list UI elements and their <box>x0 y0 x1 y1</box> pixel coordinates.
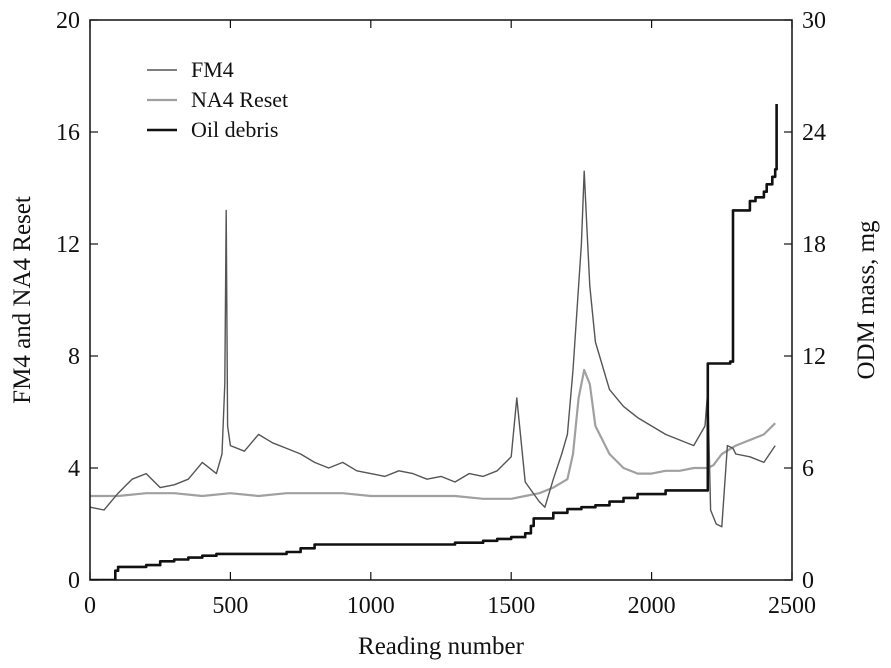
right-y-tick-label: 6 <box>802 456 814 482</box>
legend: FM4 NA4 Reset Oil debris <box>147 57 288 142</box>
x-axis-title: Reading number <box>358 633 525 660</box>
left-y-tick-label: 16 <box>56 120 80 146</box>
left-y-tick-label: 8 <box>68 344 80 370</box>
series-line-na4-reset <box>90 368 776 500</box>
right-y-axis-title: ODM mass, mg <box>853 220 880 380</box>
right-y-tick-label: 0 <box>802 568 814 594</box>
right-y-tick-label: 12 <box>802 344 826 370</box>
x-tick-label: 1000 <box>347 593 395 619</box>
x-tick-label: 2000 <box>628 593 676 619</box>
left-y-tick-label: 4 <box>68 456 80 482</box>
right-y-tick-label: 24 <box>802 120 826 146</box>
legend-label: NA4 Reset <box>191 87 288 112</box>
legend-label: Oil debris <box>191 117 278 142</box>
ticks-layer <box>89 19 793 581</box>
series-line-oil-debris <box>90 104 778 580</box>
series-layer <box>90 104 778 580</box>
left-y-axis-title: FM4 and NA4 Reset <box>9 196 36 404</box>
left-y-tick-label: 0 <box>68 568 80 594</box>
series-line-fm4 <box>90 170 776 528</box>
x-tick-label: 500 <box>212 593 248 619</box>
right-y-tick-label: 18 <box>802 232 826 258</box>
x-tick-label: 1500 <box>487 593 535 619</box>
x-tick-label: 0 <box>84 593 96 619</box>
x-tick-label: 2500 <box>768 593 816 619</box>
left-y-tick-label: 12 <box>56 232 80 258</box>
left-y-tick-label: 20 <box>56 8 80 34</box>
right-y-tick-label: 30 <box>802 8 826 34</box>
legend-label: FM4 <box>191 57 234 82</box>
plot-frame <box>89 19 793 581</box>
